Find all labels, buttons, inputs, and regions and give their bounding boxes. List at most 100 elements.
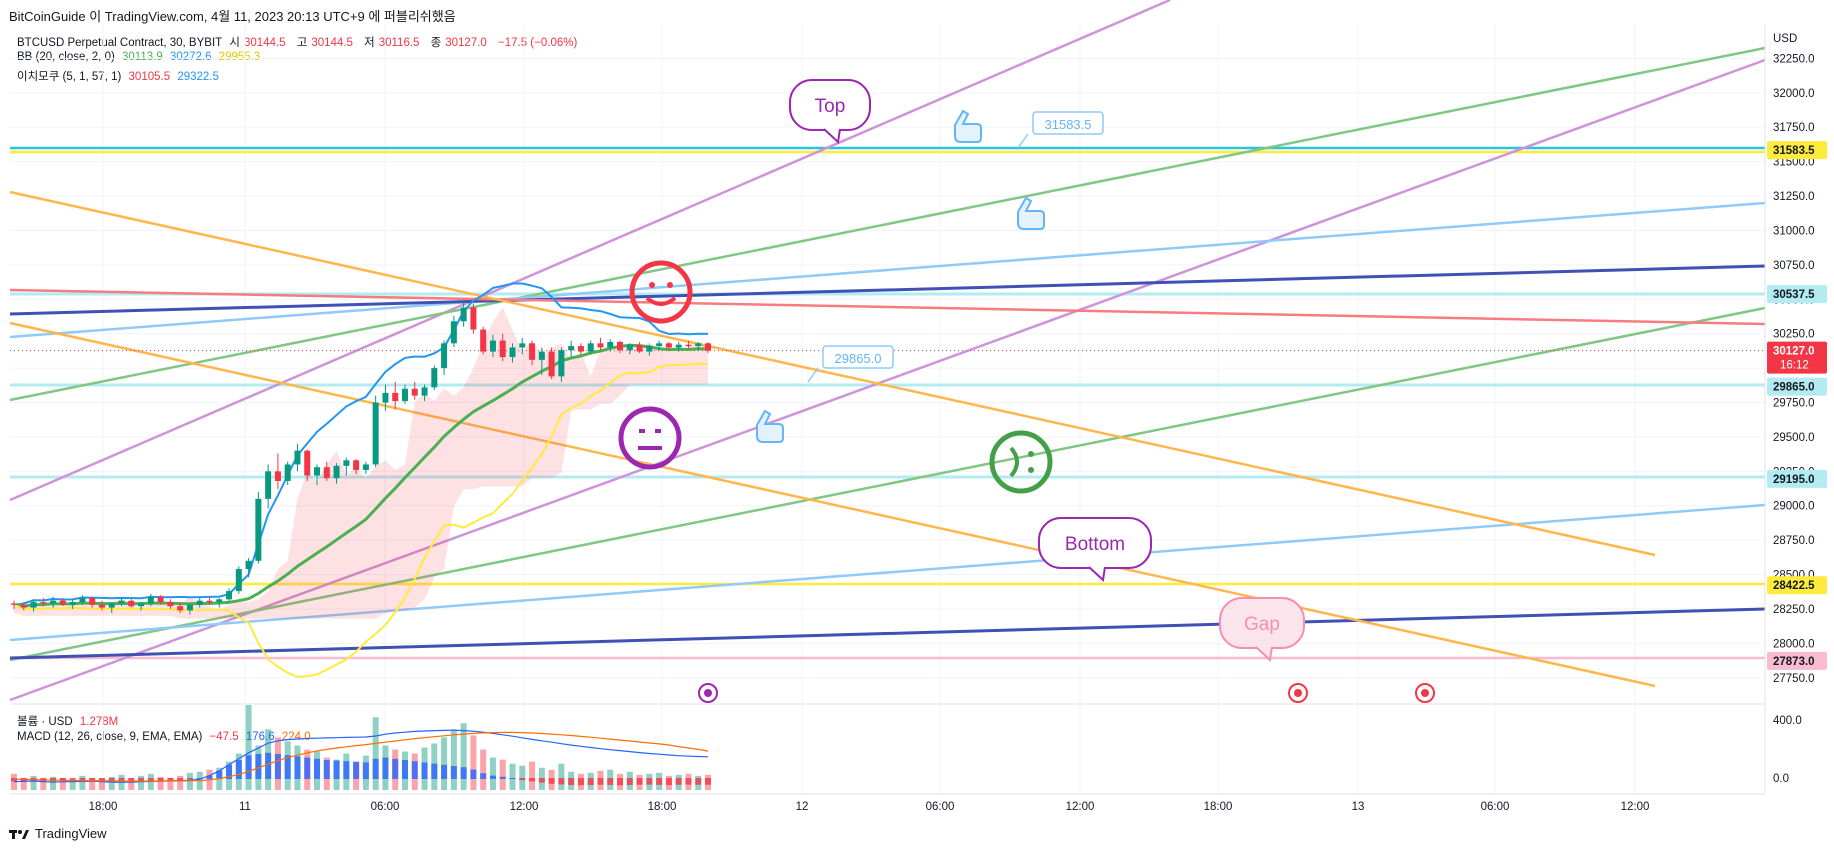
y-tick-label: 29750.0	[1773, 398, 1815, 410]
time-axis[interactable]: 18:00 11 06:00 12:00 18:00 12 06:00 12:00 18:00 1…	[10, 703, 1765, 813]
candle-body	[675, 344, 682, 348]
macd-hist-bar	[509, 778, 516, 779]
candle-body	[226, 591, 233, 600]
candle-body	[50, 600, 57, 604]
price-label-text: 27873.0	[1773, 656, 1815, 668]
y-tick-label: 28250.0	[1773, 604, 1815, 616]
macd-hist-bar	[89, 778, 96, 781]
happy-face-icon-eye	[667, 282, 673, 288]
macd-hist-bar	[186, 778, 193, 780]
macd-tick-label: 400.0	[1773, 715, 1802, 727]
price-label-text: 30537.5	[1773, 289, 1815, 301]
ichimoku-title[interactable]: 이치모쿠 (5, 1, 57, 1)	[17, 71, 122, 83]
price-label-text: 29195.0	[1773, 474, 1815, 486]
y-tick-label: 28750.0	[1773, 535, 1815, 547]
candle-body	[196, 600, 203, 605]
x-tick-label: 18:00	[1204, 801, 1233, 813]
macd-hist-bar	[255, 754, 262, 779]
volume-bar	[128, 777, 135, 790]
candle-body	[216, 599, 223, 603]
candle-body	[587, 343, 594, 352]
volume-bar	[372, 717, 379, 790]
macd-hist-bar	[362, 762, 369, 779]
macd-hist-bar	[607, 778, 614, 785]
candle-body	[441, 343, 448, 369]
event-marker-dot	[704, 689, 712, 697]
volume-bar	[499, 759, 506, 790]
candle-body	[372, 402, 379, 465]
y-tick-label: 31750.0	[1773, 122, 1815, 134]
grid-lines	[10, 24, 1765, 793]
macd-line	[13, 729, 709, 783]
macd-hist-bar	[597, 778, 604, 785]
macd-title[interactable]: MACD (12, 26, close, 9, EMA, EMA)	[17, 731, 203, 743]
candle-body	[509, 347, 516, 358]
price-axis[interactable]: 32250.0 32000.0 31750.0 31500.0 31250.0 31000…	[1764, 24, 1827, 793]
candle-body	[421, 387, 428, 396]
hand-pointer-icon	[1017, 196, 1045, 230]
trend-line	[9, 190, 1656, 557]
tilted-face-icon-mouth	[1009, 446, 1019, 478]
price-label-bg	[1767, 469, 1827, 488]
candle-body	[529, 343, 536, 360]
price-label-bg	[1767, 377, 1827, 396]
trend-line	[9, 201, 1766, 339]
candle-body	[568, 346, 575, 351]
price-label-bg	[1767, 651, 1827, 670]
tilted-face-icon	[989, 430, 1053, 494]
macd-hist-bar	[685, 778, 692, 785]
tilted-face-icon-eye	[1028, 451, 1034, 457]
candle-body	[597, 343, 604, 348]
volume-title[interactable]: 볼륨 · USD	[17, 716, 73, 728]
macd-hist-bar	[626, 778, 633, 785]
candle-body	[333, 465, 340, 479]
trendline-drawings	[9, 0, 1766, 702]
bb-lower-value: 29955.3	[218, 51, 261, 63]
volume-bar	[177, 775, 184, 790]
note-label-box	[1032, 111, 1104, 135]
candle-body	[69, 602, 76, 605]
bb-title[interactable]: BB (20, close, 2, 0)	[17, 51, 115, 63]
candle-body	[314, 467, 321, 476]
ichimoku-legend: 이치모쿠 (5, 1, 57, 1) 30105.5 29322.5	[17, 68, 223, 84]
candle-body	[656, 343, 663, 347]
note-label-text: 31583.5	[1045, 117, 1092, 132]
candle-body	[255, 498, 262, 561]
volume-bar	[11, 773, 17, 790]
volume-bar	[470, 735, 477, 790]
candle-body	[353, 460, 360, 470]
trend-line	[9, 264, 1766, 316]
trend-line	[9, 288, 1766, 326]
macd-hist-bar	[665, 778, 672, 785]
bb-legend: BB (20, close, 2, 0) 30113.9 30272.6 299…	[17, 51, 264, 63]
macd-hist-bar	[98, 778, 105, 781]
x-tick-label: 06:00	[371, 801, 400, 813]
note-label-pointer	[1017, 133, 1029, 149]
candle-body	[323, 467, 330, 479]
ichimoku-b-value: 29322.5	[177, 71, 219, 83]
volume-bar	[450, 729, 457, 790]
macd-hist-bar	[538, 778, 545, 783]
macd-hist-bar	[705, 778, 711, 785]
event-marker-dot	[1421, 689, 1429, 697]
candle-body	[304, 450, 311, 476]
macd-hist-bar	[617, 778, 624, 786]
candle-body	[607, 341, 614, 348]
macd-hist-bar	[695, 778, 702, 785]
candle-body	[274, 471, 281, 481]
candle-body	[118, 600, 125, 604]
happy-face-icon	[629, 260, 693, 324]
open-value: 30144.5	[243, 37, 286, 49]
candle-body	[362, 464, 369, 470]
event-marker-dot	[1294, 689, 1302, 697]
symbol-title[interactable]: BTCUSD Perpetual Contract, 30, BYBIT	[17, 37, 223, 49]
price-label-text: 30127.0	[1773, 346, 1815, 358]
macd-hist-bar	[411, 761, 418, 779]
candle-body	[392, 392, 399, 402]
volume-bar	[79, 775, 86, 790]
x-tick-label: 18:00	[648, 801, 677, 813]
callout-tail	[823, 128, 841, 145]
price-label-text: 28422.5	[1773, 580, 1815, 592]
macd-hist-bar	[421, 762, 428, 779]
